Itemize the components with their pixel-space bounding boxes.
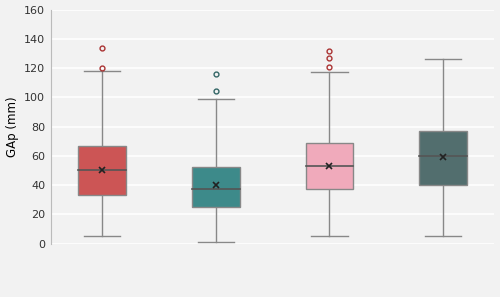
Bar <box>306 143 354 189</box>
Y-axis label: GAp (mm): GAp (mm) <box>6 96 18 157</box>
Bar <box>192 168 240 207</box>
Bar <box>420 131 467 185</box>
Bar <box>78 146 126 195</box>
